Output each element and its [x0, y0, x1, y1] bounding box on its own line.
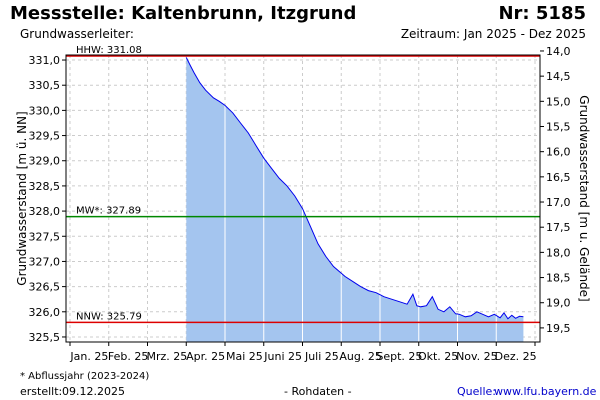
ref-label-hhw: HHW: 331.08 — [76, 45, 142, 56]
x-tick-label: Juli 25 — [304, 350, 339, 363]
y-tick-label: 325,5 — [29, 331, 61, 344]
created-date: 09.12.2025 — [62, 385, 125, 398]
y2-tick-label: 14,5 — [546, 70, 571, 83]
raw-data-label: - Rohdaten - — [284, 385, 352, 398]
x-tick-label: Jan. 25 — [69, 350, 108, 363]
x-tick-label: Aug. 25 — [339, 350, 381, 363]
period-label: Zeitraum: Jan 2025 - Dez 2025 — [400, 27, 586, 41]
x-tick-label: Feb. 25 — [108, 350, 148, 363]
y-tick-label: 329,0 — [29, 155, 61, 168]
y-axis-label: Grundwasserstand [m ü. NN] — [15, 111, 29, 285]
axes: 325,5 326,0 326,5 327,0 327,5 328,0 328,5 329,0… — [29, 45, 571, 363]
source-link[interactable]: www.lfu.bayern.de — [494, 385, 597, 398]
ref-label-nnw: NNW: 325.79 — [76, 311, 142, 322]
x-tick-label: Juni 25 — [263, 350, 302, 363]
y2-tick-label: 17,0 — [546, 196, 571, 209]
series-line-path — [185, 57, 524, 320]
footnote: * Abflussjahr (2023-2024) — [20, 371, 150, 382]
y2-tick-label: 16,5 — [546, 171, 571, 184]
y-tick-label: 327,0 — [29, 255, 61, 268]
station-number: Nr: 5185 — [498, 3, 586, 24]
y2-tick-label: 18,5 — [546, 272, 571, 285]
y2-tick-label: 17,5 — [546, 221, 571, 234]
y-tick-label: 326,0 — [29, 306, 61, 319]
x-tick-label: Apr. 25 — [186, 350, 225, 363]
y-tick-label: 328,5 — [29, 180, 61, 193]
y-tick-label: 327,5 — [29, 230, 61, 243]
page-title: Messstelle: Kaltenbrunn, Itzgrund — [10, 3, 357, 24]
x-tick-label: Mai 25 — [226, 350, 263, 363]
series-area — [186, 57, 524, 342]
y-tick-label: 328,0 — [29, 205, 61, 218]
x-tick-label: Nov. 25 — [456, 350, 498, 363]
created-label: erstellt: — [20, 385, 63, 398]
y2-tick-label: 15,5 — [546, 120, 571, 133]
y2-tick-label: 15,0 — [546, 95, 571, 108]
y2-tick-label: 18,0 — [546, 246, 571, 259]
series-area-fill — [186, 57, 524, 342]
x-tick-label: Okt. 25 — [418, 350, 458, 363]
y-tick-label: 326,5 — [29, 281, 61, 294]
x-tick-label: Mrz. 25 — [146, 350, 187, 363]
ref-label-mw: MW*: 327.89 — [76, 206, 141, 217]
y2-tick-label: 14,0 — [546, 45, 571, 58]
y-tick-label: 330,5 — [29, 79, 61, 92]
y2-axis-label: Grundwasserstand [m u. Gelände] — [577, 95, 591, 301]
reference-lines: HHW: 331.08 MW*: 327.89 NNW: 325.79 — [66, 45, 540, 324]
y-tick-label: 330,0 — [29, 104, 61, 117]
x-tick-label: Sept. 25 — [376, 350, 422, 363]
y2-tick-label: 16,0 — [546, 146, 571, 159]
y-tick-label: 331,0 — [29, 54, 61, 67]
y-tick-label: 329,5 — [29, 130, 61, 143]
y2-tick-label: 19,0 — [546, 297, 571, 310]
source-label: Quelle: — [457, 385, 496, 398]
x-tick-label: Dez. 25 — [495, 350, 537, 363]
y2-tick-label: 19,5 — [546, 322, 571, 335]
series-line — [185, 57, 524, 320]
aquifer-label: Grundwasserleiter: — [20, 27, 134, 41]
